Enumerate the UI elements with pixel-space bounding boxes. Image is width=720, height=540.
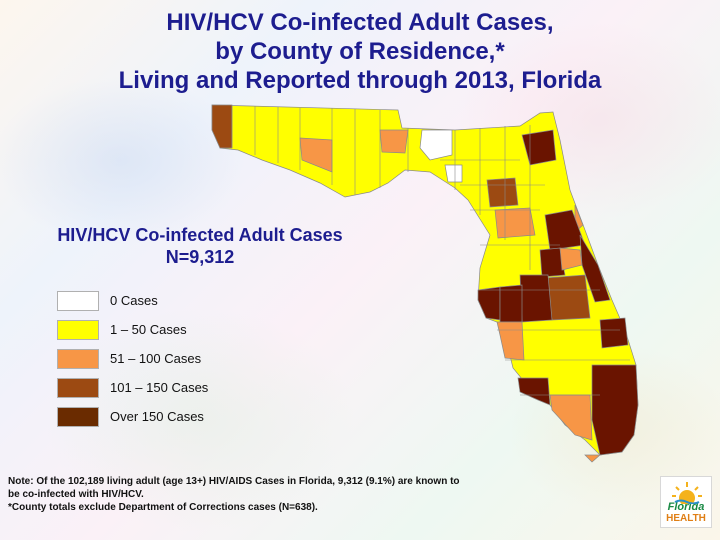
legend-swatch-1 [57,319,99,340]
subtitle-line-1: HIV/HCV Co-infected Adult Cases [57,225,343,245]
title-line-1: HIV/HCV Co-infected Adult Cases, [166,9,554,36]
logo-text-health: HEALTH [666,513,706,524]
county-region [599,317,629,349]
legend-label: Over 150 Cases [110,409,204,424]
legend-swatch-4 [57,406,99,427]
logo-text-florida: Florida [667,501,705,513]
county-region [549,394,593,441]
page-title: HIV/HCV Co-infected Adult Cases, by Coun… [0,8,720,95]
footnote-line-1: Note: Of the 102,189 living adult (age 1… [8,476,460,487]
footnote-line-2: be co-infected with HIV/HCV. [8,489,144,500]
legend: 0 Cases 1 – 50 Cases 51 – 100 Cases 101 … [57,286,208,431]
legend-label: 0 Cases [110,293,158,308]
county-region [477,286,501,321]
footnote-line-3: *County totals exclude Department of Cor… [8,502,318,513]
legend-swatch-0 [57,290,99,311]
county-region [494,207,536,239]
county-region [486,177,519,208]
county-region [519,274,553,323]
legend-item: Over 150 Cases [57,402,208,431]
sun-icon [672,482,702,504]
county-region [419,129,453,161]
county-region [379,129,409,154]
legend-label: 51 – 100 Cases [110,351,202,366]
county-region [496,321,525,361]
legend-label: 1 – 50 Cases [110,322,187,337]
title-line-3: Living and Reported through 2013, Florid… [118,67,602,94]
county-region [521,129,557,166]
legend-item: 0 Cases [57,286,208,315]
legend-item: 51 – 100 Cases [57,344,208,373]
county-region [559,247,583,271]
legend-swatch-3 [57,377,99,398]
legend-label: 101 – 150 Cases [110,380,209,395]
county-region [539,247,566,278]
county-region [211,104,233,149]
florida-county-map [211,104,639,463]
florida-health-logo: Florida HEALTH [660,476,712,528]
subtitle-line-2: N=9,312 [165,247,235,267]
county-region [444,164,463,183]
title-line-2: by County of Residence,* [215,38,505,65]
legend-item: 101 – 150 Cases [57,373,208,402]
map-subtitle: HIV/HCV Co-infected Adult Cases N=9,312 [10,224,390,268]
county-region [584,454,601,463]
legend-item: 1 – 50 Cases [57,315,208,344]
county-region [591,364,639,456]
county-region [499,284,523,323]
legend-swatch-2 [57,348,99,369]
county-region [517,377,551,406]
footnote: Note: Of the 102,189 living adult (age 1… [8,475,568,514]
